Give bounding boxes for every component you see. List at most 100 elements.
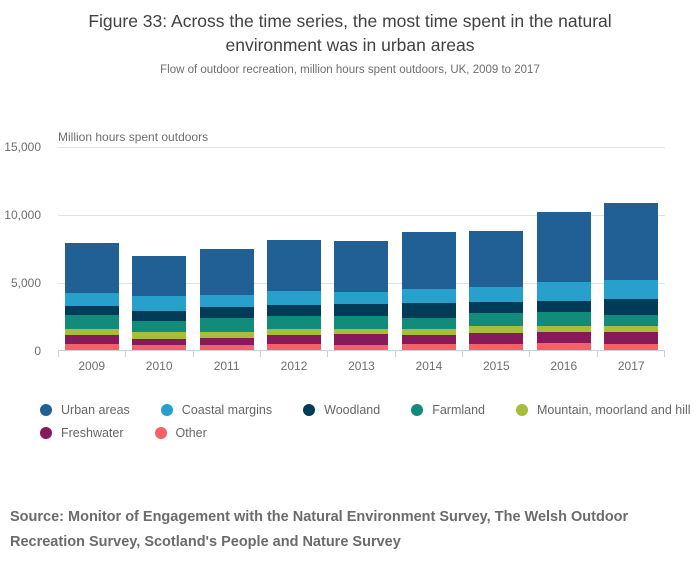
source-note: Source: Monitor of Engagement with the N… <box>10 509 629 550</box>
figure-title: Figure 33: Across the time series, the m… <box>88 11 612 55</box>
legend-swatch-icon <box>40 404 52 416</box>
legend-item-mountain-moorland-and-hill: Mountain, moorland and hill <box>515 403 691 417</box>
bar-segment-coastal-margins <box>401 289 456 304</box>
bar-segment-mountain-moorland-and-hill <box>334 329 389 335</box>
bar-segment-farmland <box>604 314 659 327</box>
bar-segment-other <box>267 343 322 350</box>
x-tick-label: 2011 <box>213 359 240 373</box>
stacked-bar-chart: Million hours spent outdoors 15,000 10,0… <box>0 129 700 381</box>
bar-segment-coastal-margins <box>536 282 591 301</box>
bar-column-2013 <box>328 147 395 350</box>
bar-segment-other <box>199 345 254 350</box>
bar-2013 <box>334 147 389 350</box>
bar-segment-freshwater <box>401 335 456 344</box>
bar-segment-urban-areas <box>469 230 524 288</box>
bars <box>58 147 665 350</box>
bar-2012 <box>267 147 322 350</box>
bar-segment-urban-areas <box>604 203 659 280</box>
legend-swatch-icon <box>40 427 52 439</box>
legend-item-farmland: Farmland <box>411 403 485 417</box>
legend-label: Other <box>175 426 207 440</box>
bar-segment-freshwater <box>199 337 254 346</box>
bar-segment-woodland <box>334 304 389 317</box>
bar-2010 <box>132 147 187 350</box>
x-tick-label: 2012 <box>280 359 308 373</box>
x-tick <box>125 351 192 357</box>
legend-swatch-icon <box>411 404 424 416</box>
bar-segment-urban-areas <box>199 249 254 295</box>
bar-segment-mountain-moorland-and-hill <box>536 325 591 332</box>
legend-row: Urban areas Coastal margins Woodland Farmla… <box>40 403 691 417</box>
bar-segment-woodland <box>132 311 187 321</box>
legend: Urban areas Coastal margins Woodland Farmla… <box>40 403 691 440</box>
legend-swatch-icon <box>160 404 173 416</box>
bar-segment-urban-areas <box>64 243 119 293</box>
bar-segment-mountain-moorland-and-hill <box>604 326 659 333</box>
x-tick-label: 2016 <box>550 359 578 373</box>
bar-segment-farmland <box>401 317 456 330</box>
bar-segment-mountain-moorland-and-hill <box>401 329 456 336</box>
bar-segment-other <box>64 343 119 350</box>
bar-segment-coastal-margins <box>267 291 322 306</box>
bar-segment-freshwater <box>132 338 187 346</box>
bar-segment-mountain-moorland-and-hill <box>132 331 187 339</box>
gridline <box>58 147 665 148</box>
bar-segment-farmland <box>132 320 187 332</box>
bar-segment-freshwater <box>267 335 322 344</box>
x-tick <box>58 351 125 357</box>
y-tick-label: 5,000 <box>10 276 41 290</box>
bar-segment-freshwater <box>604 332 659 344</box>
x-tick <box>394 351 462 357</box>
bar-segment-farmland <box>536 312 591 326</box>
bar-segment-urban-areas <box>132 255 187 296</box>
bar-2017 <box>604 147 659 350</box>
bar-column-2016 <box>530 147 597 350</box>
bar-column-2009 <box>58 147 125 350</box>
y-tick-label: 10,000 <box>4 208 41 222</box>
legend-swatch-icon <box>515 404 528 416</box>
bar-2009 <box>64 147 119 350</box>
legend-item-other: Other <box>154 426 207 440</box>
legend-label: Urban areas <box>61 403 130 417</box>
x-tick <box>596 351 665 357</box>
bar-segment-mountain-moorland-and-hill <box>64 329 119 336</box>
bar-segment-freshwater <box>64 335 119 344</box>
bar-segment-mountain-moorland-and-hill <box>199 331 254 338</box>
bar-segment-urban-areas <box>536 212 591 283</box>
bar-segment-coastal-margins <box>604 279 659 300</box>
legend-item-freshwater: Freshwater <box>40 426 124 440</box>
bar-segment-other <box>334 345 389 350</box>
legend-label: Farmland <box>432 403 485 417</box>
bar-2015 <box>469 147 524 350</box>
x-axis-ticks <box>58 351 665 357</box>
plot-area <box>58 147 665 351</box>
legend-row: Freshwater Other <box>40 426 690 440</box>
x-tick <box>461 351 529 357</box>
bar-column-2015 <box>463 147 530 350</box>
bar-column-2012 <box>260 147 327 350</box>
bar-2011 <box>199 147 254 350</box>
bar-segment-coastal-margins <box>199 294 254 308</box>
x-tick <box>529 351 596 357</box>
bar-segment-other <box>536 343 591 350</box>
x-axis-labels: 2009 2010 2011 2012 2013 2014 2015 2016 2017 <box>58 359 665 373</box>
bar-segment-other <box>604 343 659 350</box>
bar-2014 <box>401 147 456 350</box>
legend-item-woodland: Woodland <box>303 403 380 417</box>
x-tick-label: 2010 <box>145 359 173 373</box>
y-axis-title: Million hours spent outdoors <box>58 130 209 144</box>
bar-segment-coastal-margins <box>64 292 119 307</box>
bar-segment-freshwater <box>469 333 524 344</box>
legend-label: Freshwater <box>61 426 124 440</box>
bar-segment-farmland <box>267 316 322 330</box>
x-tick <box>327 351 394 357</box>
y-tick-label: 15,000 <box>4 140 41 154</box>
x-tick <box>192 351 260 357</box>
bar-column-2010 <box>125 147 192 350</box>
bar-segment-farmland <box>469 312 524 327</box>
bar-segment-woodland <box>267 305 322 317</box>
bar-segment-coastal-margins <box>334 291 389 305</box>
bar-segment-freshwater <box>536 331 591 344</box>
legend-label: Woodland <box>324 403 381 417</box>
bar-column-2014 <box>395 147 462 350</box>
